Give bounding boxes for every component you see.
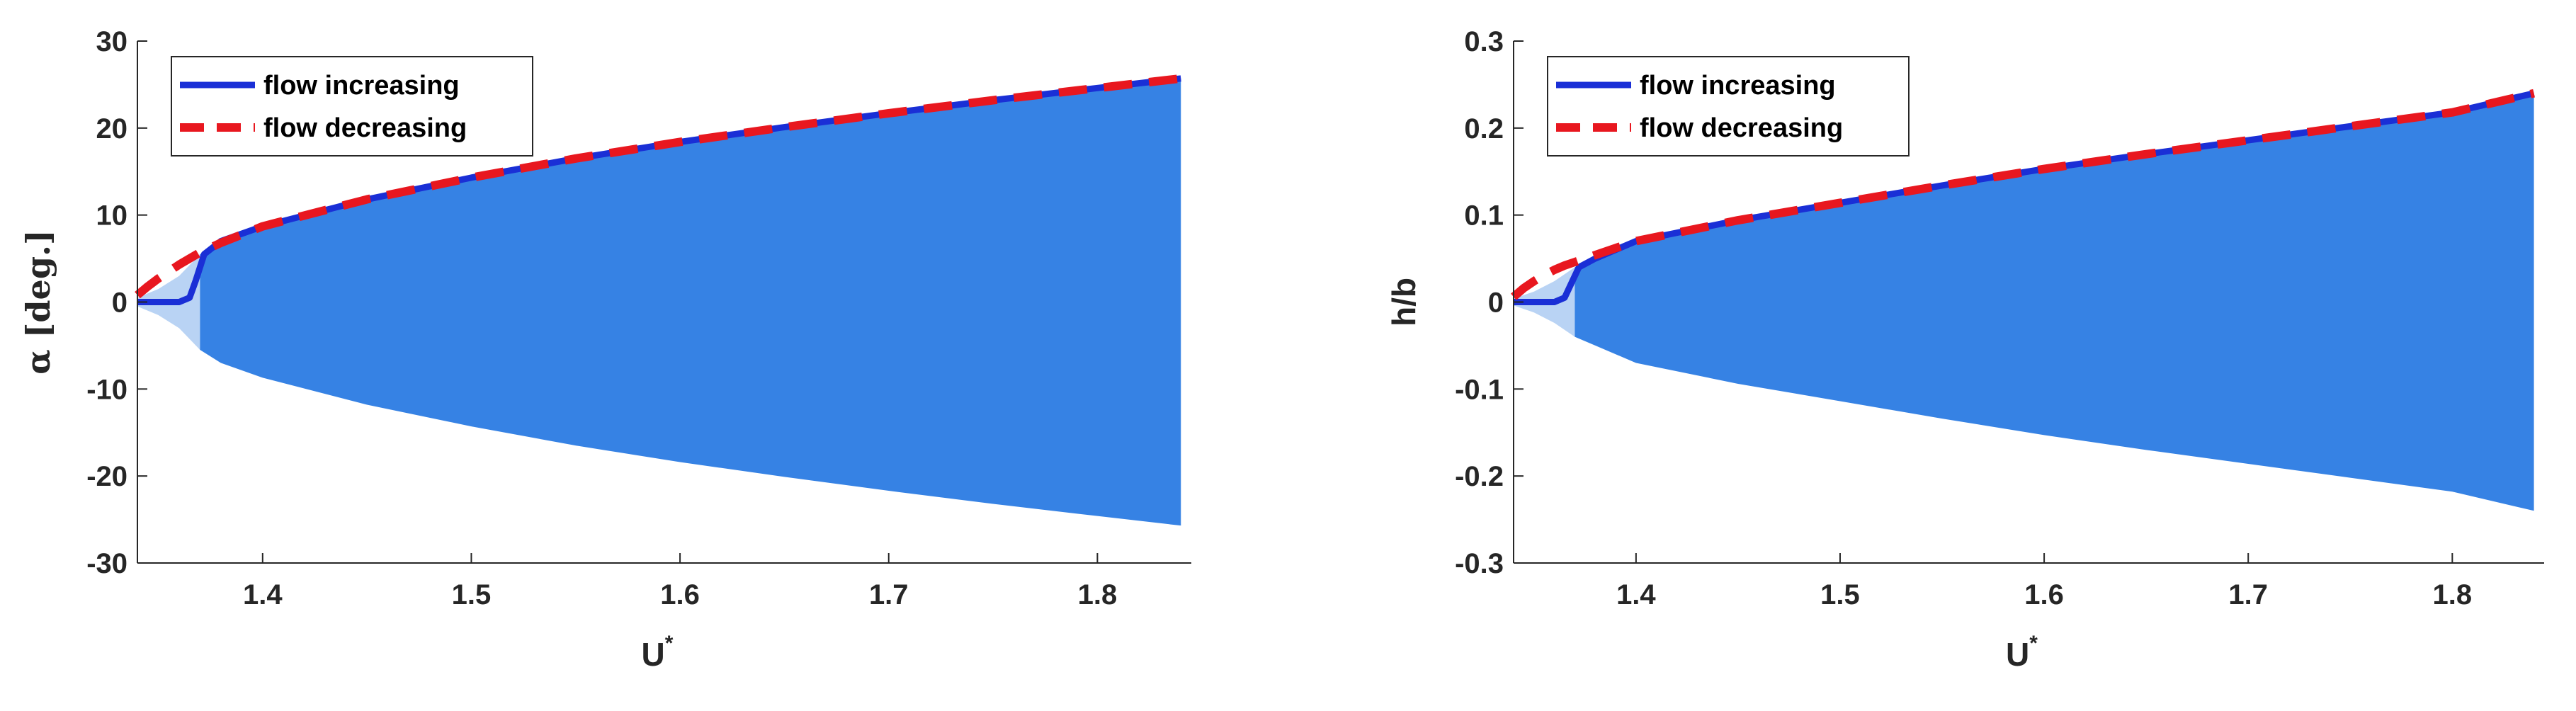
x-tick-label: 1.6 [2024,579,2064,610]
x-axis-title: U* [642,632,674,673]
x-tick-label: 1.7 [869,579,909,610]
legend-label-flow-increasing: flow increasing [263,71,460,101]
y-tick-label: 0.1 [1464,200,1504,232]
x-tick-label: 1.7 [2228,579,2268,610]
y-tick-label: 20 [96,113,128,144]
series-line-flow-decreasing [1511,89,2535,300]
y-tick-label: -30 [86,548,127,579]
x-axis-title: U* [2006,632,2038,673]
oscillation-envelope [200,78,1181,526]
x-tick-label: 1.4 [243,579,283,610]
x-tick-label: 1.8 [1078,579,1118,610]
legend-label-flow-increasing: flow increasing [1640,71,1836,101]
y-tick-label: 0 [1488,288,1504,319]
y-tick-label: 30 [96,26,128,57]
y-tick-label: -0.3 [1455,548,1504,579]
legend: flow increasing flow decreasing [1547,56,1910,157]
y-tick-label: -20 [86,461,127,492]
y-axis-title: h/b [1385,278,1422,326]
x-tick-label: 1.8 [2433,579,2473,610]
y-tick-label: 10 [96,200,128,232]
oscillation-envelope [1574,93,2534,511]
y-tick-label: -0.2 [1455,461,1504,492]
legend-label-flow-decreasing: flow decreasing [263,113,467,143]
series-line-flow-decreasing [135,74,1181,299]
x-tick-label: 1.5 [452,579,492,610]
y-tick-label: 0 [112,288,127,319]
legend-box [1547,56,1910,157]
x-tick-label: 1.6 [660,579,700,610]
y-tick-label: 0.2 [1464,113,1504,144]
x-tick-label: 1.5 [1820,579,1860,610]
legend: flow increasing flow decreasing [171,56,533,157]
x-tick-label: 1.4 [1616,579,1656,610]
alpha-chart-panel: 30 20 10 0 -10 -20 -30 1.4 1.5 1.6 1.7 1.8 U* α [deg.… [19,26,1191,673]
y-axis-title: α [deg.] [19,229,57,375]
legend-box [171,56,533,157]
y-tick-label: -10 [86,374,127,405]
legend-label-flow-decreasing: flow decreasing [1640,113,1843,143]
y-tick-label: 0.3 [1464,26,1504,57]
heave-chart-panel: 0.3 0.2 0.1 0 -0.1 -0.2 -0.3 1.4 1.5 1.6 1.7 1.8 U* h… [1385,26,2544,673]
y-tick-label: -0.1 [1455,374,1504,405]
